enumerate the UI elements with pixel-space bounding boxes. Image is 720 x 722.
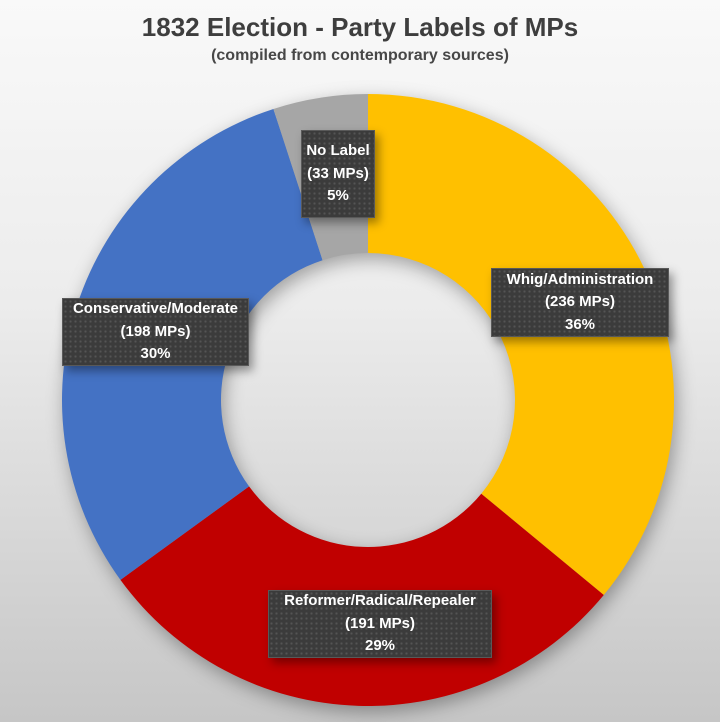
data-label-name: Whig/Administration xyxy=(506,270,654,288)
data-label-pct: 36% xyxy=(564,315,596,333)
data-label-mps: (191 MPs) xyxy=(344,614,416,632)
data-label-nolabel: No Label (33 MPs) 5% xyxy=(301,130,375,218)
data-label-name: Reformer/Radical/Repealer xyxy=(284,592,476,610)
chart-subtitle: (compiled from contemporary sources) xyxy=(211,47,509,64)
data-label-pct: 29% xyxy=(364,637,396,655)
data-label-pct: 5% xyxy=(327,187,349,205)
data-label-conservative: Conservative/Moderate (198 MPs) 30% xyxy=(62,298,249,366)
data-label-name: Conservative/Moderate xyxy=(72,300,239,318)
data-label-mps: (236 MPs) xyxy=(544,293,616,311)
data-label-pct: 30% xyxy=(140,345,171,363)
chart-title: 1832 Election - Party Labels of MPs xyxy=(141,12,579,42)
data-label-reformer: Reformer/Radical/Repealer (191 MPs) 29% xyxy=(268,590,492,658)
chart-header: 1832 Election - Party Labels of MPs (com… xyxy=(0,12,720,65)
data-label-name: No Label xyxy=(306,142,370,160)
data-label-mps: (33 MPs) xyxy=(307,164,369,182)
pie-segment-whig xyxy=(368,94,675,596)
data-label-whig: Whig/Administration (236 MPs) 36% xyxy=(491,268,669,337)
data-label-mps: (198 MPs) xyxy=(120,322,191,340)
